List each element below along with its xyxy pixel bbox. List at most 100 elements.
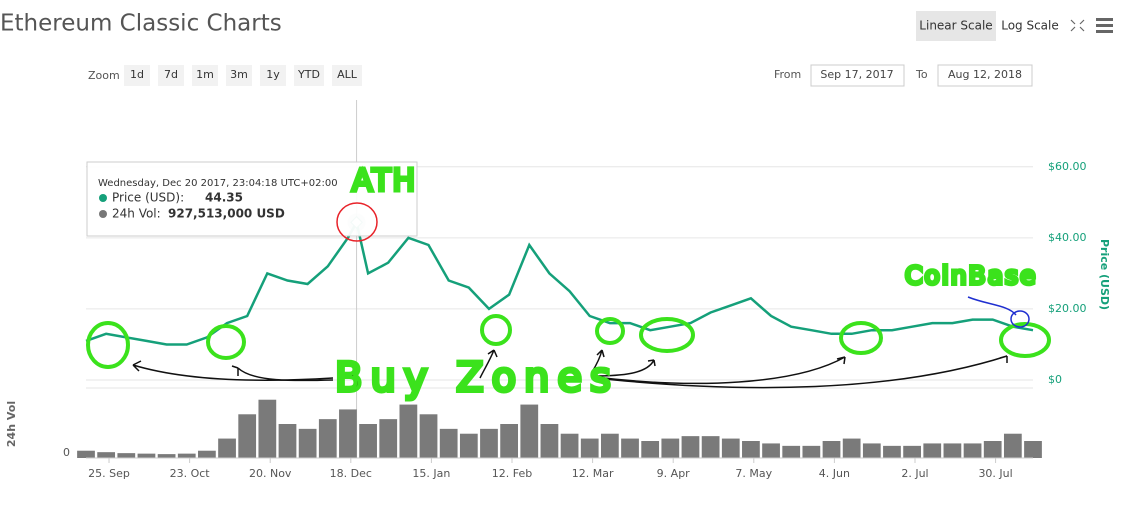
volume-bar — [903, 445, 921, 458]
zoom-button[interactable]: 7d — [164, 68, 178, 81]
volume-bar — [721, 438, 740, 458]
volume-bar — [540, 424, 559, 458]
zoom-label: Zoom — [88, 69, 120, 82]
x-tick-label: 2. Jul — [901, 467, 928, 480]
tooltip-box — [86, 161, 418, 237]
volume-bar — [137, 453, 156, 458]
zoom-button[interactable]: 3m — [230, 68, 248, 81]
x-tick-label: 25. Sep — [88, 467, 130, 480]
volume-bar — [459, 433, 478, 458]
x-tick-label: 9. Apr — [657, 467, 690, 480]
zoom-button-bg[interactable] — [260, 65, 286, 86]
x-tick-label: 7. May — [735, 467, 772, 480]
y-tick-label: 0 — [63, 446, 70, 459]
volume-bar — [621, 438, 639, 458]
zoom-button-bg[interactable] — [192, 65, 218, 86]
volume-bar — [157, 454, 176, 458]
volume-bar — [238, 414, 257, 458]
annotation: Buy Zones — [335, 355, 619, 401]
volume-bar — [963, 443, 982, 458]
tooltip-price: 44.35 — [205, 191, 243, 205]
x-tick-label: 20. Nov — [249, 467, 292, 480]
volume-bar — [339, 409, 357, 458]
volume-bar — [701, 436, 720, 458]
volume-bar — [983, 441, 1002, 458]
volume-bar — [580, 438, 599, 458]
tooltip-price-label: Price (USD): — [112, 191, 184, 205]
x-tick-label: 15. Jan — [412, 467, 450, 480]
scale-active-bg — [916, 11, 996, 41]
tooltip-volume-label: 24h Vol: — [112, 207, 161, 221]
volume-bar — [359, 424, 377, 458]
menu-icon[interactable] — [1096, 18, 1113, 33]
zoom-button-bg[interactable] — [158, 65, 184, 86]
scale-button[interactable]: Linear Scale — [919, 19, 992, 33]
volume-bar — [117, 453, 136, 458]
volume-bar — [560, 433, 579, 458]
to-input[interactable] — [937, 64, 1033, 87]
volume-bar — [1024, 441, 1042, 458]
annotation: CoinBase — [905, 261, 1037, 290]
volume-bar — [600, 433, 619, 458]
volume-bar — [883, 445, 901, 458]
volume-bar — [943, 443, 962, 458]
x-tick-label: 12. Feb — [492, 467, 532, 480]
to-label: To — [915, 68, 928, 81]
volume-bar — [439, 428, 458, 458]
zoom-button-bg[interactable] — [226, 65, 252, 86]
tooltip-dot — [99, 210, 107, 218]
volume-bar — [218, 438, 236, 458]
zoom-button-bg[interactable] — [124, 65, 150, 86]
zoom-button[interactable]: 1m — [196, 68, 214, 81]
volume-bar — [661, 438, 680, 458]
from-label: From — [774, 68, 801, 81]
to-value[interactable]: Aug 12, 2018 — [948, 68, 1022, 81]
y-tick-label: $20.00 — [1048, 302, 1087, 315]
zoom-button[interactable]: ALL — [337, 68, 358, 81]
fullscreen-icon[interactable] — [1070, 19, 1085, 32]
chart-title: Ethereum Classic Charts — [0, 11, 282, 37]
volume-bar — [500, 424, 519, 458]
volume-bar — [520, 404, 539, 458]
from-value[interactable]: Sep 17, 2017 — [820, 68, 893, 81]
tooltip-date: Wednesday, Dec 20 2017, 23:04:18 UTC+02:… — [98, 178, 338, 189]
x-tick-label: 18. Dec — [330, 467, 372, 480]
y-axis-title: Price (USD) — [1098, 239, 1111, 310]
volume-bar — [822, 441, 841, 458]
tooltip-volume: 927,513,000 USD — [168, 207, 285, 221]
volume-bar — [762, 443, 780, 458]
tooltip-dot — [99, 194, 107, 202]
y-axis-title: 24h Vol — [5, 401, 18, 447]
annotation: ATH — [352, 164, 417, 199]
hand-drawn-marks: ATH Buy Zones CoinBase — [86, 162, 1051, 403]
from-input[interactable] — [810, 64, 905, 87]
volume-bar — [681, 436, 700, 458]
volume-bar — [97, 452, 116, 458]
volume-bar — [923, 443, 942, 458]
x-tick-label: 23. Oct — [170, 467, 211, 480]
y-tick-label: $40.00 — [1048, 231, 1087, 244]
volume-bar — [77, 450, 95, 458]
volume-bar — [641, 441, 660, 458]
zoom-button-bg[interactable] — [294, 65, 324, 86]
volume-bar — [198, 450, 216, 458]
volume-bar — [842, 438, 861, 458]
zoom-button-bg[interactable] — [332, 65, 362, 86]
volume-bar — [399, 404, 418, 458]
volume-bar — [258, 399, 277, 458]
volume-bar — [1003, 433, 1022, 458]
volume-bar — [862, 443, 881, 458]
volume-bar — [802, 445, 821, 458]
zoom-button[interactable]: 1y — [266, 68, 280, 81]
zoom-button[interactable]: 1d — [130, 68, 144, 81]
x-tick-label: 12. Mar — [572, 467, 614, 480]
scale-button[interactable]: Log Scale — [1001, 19, 1059, 33]
x-tick-label: 4. Jun — [819, 467, 850, 480]
zoom-button[interactable]: YTD — [297, 68, 320, 81]
volume-bar — [318, 419, 337, 458]
y-tick-label: $0 — [1048, 373, 1062, 386]
y-tick-label: $60.00 — [1048, 160, 1087, 173]
x-tick-label: 30. Jul — [978, 467, 1012, 480]
